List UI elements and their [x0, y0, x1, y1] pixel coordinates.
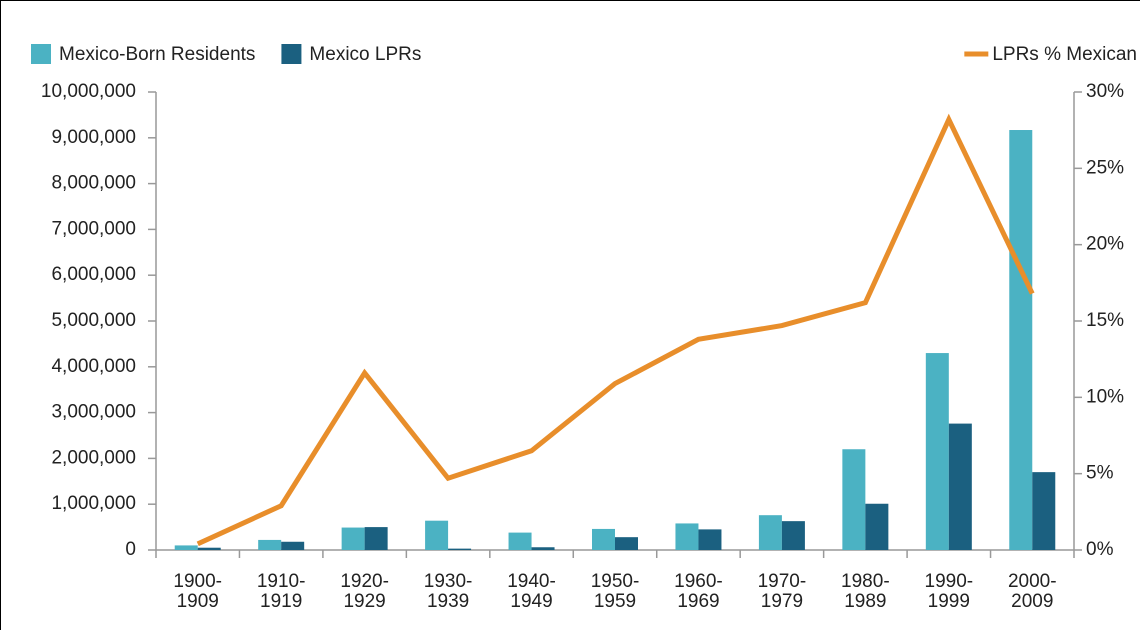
y2-tick-label: 20% — [1086, 234, 1124, 255]
line — [196, 113, 1035, 547]
x-tick-label: 1980-1989 — [841, 571, 890, 612]
y-tick-label: 10,000,000 — [41, 81, 136, 102]
y-tick-label: 4,000,000 — [51, 356, 136, 377]
y2-tick-label: 30% — [1086, 81, 1124, 102]
x-tick-label: 1960-1969 — [674, 571, 723, 612]
x-tick-label: 1910-1919 — [256, 571, 306, 612]
bar — [448, 548, 472, 550]
y-tick-label: 7,000,000 — [51, 218, 136, 239]
x-tick-label: 1940-1949 — [507, 571, 556, 612]
legend-label: LPRs % Mexican — [992, 44, 1137, 65]
bar — [508, 532, 532, 550]
bar — [698, 529, 722, 550]
bar — [781, 521, 805, 550]
x-tick-label: 1950-1959 — [590, 571, 640, 612]
bar — [865, 503, 889, 550]
y-tick-label: 8,000,000 — [51, 173, 136, 194]
y-tick-label: 2,000,000 — [51, 447, 136, 468]
y-tick-label: 6,000,000 — [51, 264, 136, 285]
x-tick-label: 1990-1999 — [924, 571, 974, 612]
x-tick-label: 1900-1909 — [173, 571, 223, 612]
bar — [281, 541, 305, 550]
y-tick-label: 3,000,000 — [51, 402, 136, 423]
y-tick-label: 1,000,000 — [51, 493, 136, 514]
legend-swatch — [281, 44, 302, 64]
x-tick-label: 1970-1979 — [757, 571, 807, 612]
bar — [174, 545, 198, 550]
legend-swatch — [31, 44, 51, 64]
legend-label: Mexico-Born Residents — [59, 44, 255, 65]
bar — [1009, 130, 1033, 550]
y2-tick-label: 15% — [1086, 310, 1124, 331]
bar — [758, 515, 782, 550]
y-tick-label: 9,000,000 — [51, 127, 136, 148]
y2-tick-label: 10% — [1086, 386, 1124, 407]
bar — [842, 449, 866, 550]
bar — [197, 547, 221, 550]
y2-tick-label: 0% — [1086, 539, 1114, 560]
x-tick-label: 2000-2009 — [1007, 571, 1057, 612]
bar — [341, 527, 365, 550]
bar — [258, 539, 282, 550]
bar — [948, 423, 972, 550]
bar — [1032, 472, 1056, 550]
bar — [425, 520, 449, 550]
bar — [925, 353, 949, 550]
y-tick-label: 0 — [125, 539, 136, 560]
bar — [675, 523, 699, 550]
x-tick-label: 1930-1939 — [423, 571, 473, 612]
bar — [592, 528, 615, 550]
bar — [364, 527, 388, 550]
y-tick-label: 5,000,000 — [51, 310, 136, 331]
legend-label: Mexico LPRs — [309, 44, 421, 65]
y2-tick-label: 5% — [1086, 463, 1114, 484]
x-tick-label: 1920-1929 — [340, 571, 389, 612]
bar — [531, 547, 555, 550]
bar — [615, 537, 638, 550]
y2-tick-label: 25% — [1086, 157, 1124, 178]
